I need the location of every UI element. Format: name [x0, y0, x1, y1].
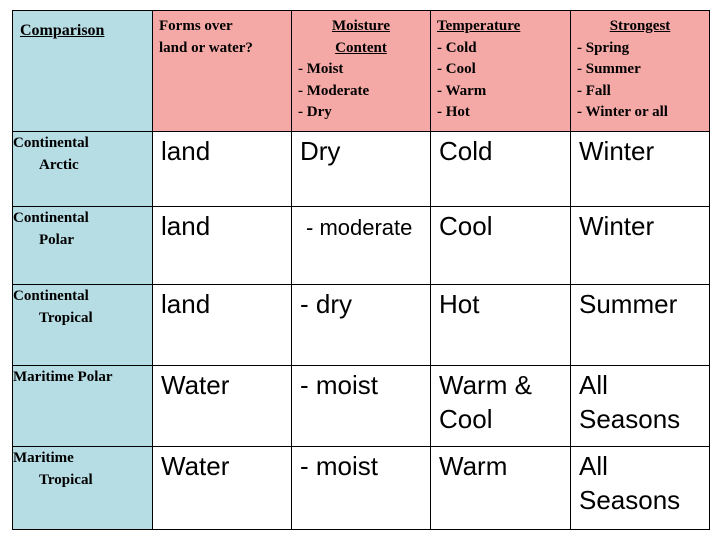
forms-header-line-1: Forms over — [159, 18, 233, 34]
header-comparison-cell: Comparison — [12, 10, 153, 132]
forms-cell: land — [152, 131, 292, 207]
header-forms-cell: Forms over land or water? — [152, 10, 292, 132]
temperature-value: Warm — [439, 451, 508, 481]
forms-cell: land — [152, 284, 292, 366]
forms-cell: land — [152, 206, 292, 285]
forms-cell: Water — [152, 446, 292, 530]
temperature-cell: Hot — [430, 284, 571, 366]
strongest-value: Summer — [579, 289, 678, 319]
forms-cell: Water — [152, 365, 292, 447]
temperature-value-line-2: Cool — [439, 404, 493, 434]
row-label-line-2: Polar — [39, 232, 74, 248]
moisture-cell: - moderate — [291, 206, 431, 285]
header-row: Comparison Forms over land or water? Moi… — [12, 10, 710, 132]
row-label-cell: Maritime Tropical — [12, 446, 153, 530]
strongest-cell: Summer — [570, 284, 710, 366]
row-label-line-1: Continental — [13, 288, 89, 304]
forms-value: Water — [161, 370, 230, 400]
temperature-cell: Warm — [430, 446, 571, 530]
moisture-value: - dry — [300, 289, 352, 319]
moisture-option: - Moist — [298, 61, 344, 77]
strongest-option: - Fall — [577, 82, 611, 99]
table-row: Maritime Polar Water - moist Warm & Cool… — [12, 365, 710, 447]
table-row: Continental Polar land - moderate Cool W… — [12, 206, 710, 285]
forms-value: land — [161, 136, 211, 166]
row-label-cell: Maritime Polar — [12, 365, 153, 447]
moisture-option: - Moderate — [298, 82, 370, 99]
table-row: Continental Tropical land - dry Hot Summ… — [12, 284, 710, 366]
strongest-option: - Summer — [577, 61, 641, 77]
row-label-cell: Continental Arctic — [12, 131, 153, 207]
header-strongest-cell: Strongest - Spring - Summer - Fall - Win… — [570, 10, 710, 132]
header-moisture-cell: Moisture Content - Moist - Moderate - Dr… — [291, 10, 431, 132]
temperature-value: Cool — [439, 211, 493, 241]
row-label-line-1: Continental — [13, 135, 89, 151]
temperature-value: Cold — [439, 136, 493, 166]
temperature-cell: Cool — [430, 206, 571, 285]
moisture-cell: - moist — [291, 446, 431, 530]
moisture-cell: - dry — [291, 284, 431, 366]
temperature-option: - Cold — [437, 39, 477, 56]
strongest-value: Winter — [579, 211, 655, 241]
strongest-option: - Winter or all — [577, 104, 668, 120]
temperature-option: - Hot — [437, 104, 470, 120]
row-label-cell: Continental Tropical — [12, 284, 153, 366]
forms-value: land — [161, 211, 211, 241]
comparison-header: Comparison — [20, 22, 105, 39]
temperature-cell: Warm & Cool — [430, 365, 571, 447]
strongest-cell: All Seasons — [570, 365, 710, 447]
strongest-value-line-1: All — [579, 451, 608, 481]
temperature-option: - Warm — [437, 82, 487, 99]
air-mass-comparison-table: Comparison Forms over land or water? Moi… — [12, 10, 710, 530]
row-label-line-1: Continental — [13, 210, 89, 226]
moisture-value: - moderate — [306, 215, 413, 240]
row-label-line-2: Arctic — [39, 157, 79, 173]
temperature-value-line-1: Warm & — [439, 370, 532, 400]
row-label-line-1: Maritime — [13, 450, 74, 466]
forms-value: Water — [161, 451, 230, 481]
forms-header-line-2: land or water? — [159, 39, 253, 56]
strongest-value-line-2: Seasons — [579, 485, 681, 515]
row-label-line-2: Tropical — [39, 310, 93, 326]
temperature-option: - Cool — [437, 61, 476, 77]
moisture-header-title-1: Moisture — [331, 18, 391, 34]
moisture-value: - moist — [300, 451, 378, 481]
table-row: Continental Arctic land Dry Cold Winter — [12, 131, 710, 207]
row-label-line-1: Maritime Polar — [13, 369, 113, 385]
row-label-line-2: Tropical — [39, 472, 93, 488]
moisture-cell: - moist — [291, 365, 431, 447]
temperature-cell: Cold — [430, 131, 571, 207]
strongest-value-line-2: Seasons — [579, 404, 681, 434]
table-row: Maritime Tropical Water - moist Warm All… — [12, 446, 710, 530]
strongest-header-title: Strongest — [609, 18, 671, 34]
temperature-header-title: Temperature — [437, 18, 521, 34]
strongest-cell: Winter — [570, 131, 710, 207]
strongest-value: Winter — [579, 136, 655, 166]
forms-value: land — [161, 289, 211, 319]
moisture-header-title-2: Content — [335, 39, 387, 56]
moisture-value: - moist — [300, 370, 378, 400]
strongest-cell: Winter — [570, 206, 710, 285]
moisture-value: Dry — [300, 136, 341, 166]
header-temperature-cell: Temperature - Cold - Cool - Warm - Hot — [430, 10, 571, 132]
moisture-option: - Dry — [298, 104, 332, 120]
strongest-option: - Spring — [577, 39, 630, 56]
strongest-value-line-1: All — [579, 370, 608, 400]
row-label-cell: Continental Polar — [12, 206, 153, 285]
temperature-value: Hot — [439, 289, 480, 319]
moisture-cell: Dry — [291, 131, 431, 207]
strongest-cell: All Seasons — [570, 446, 710, 530]
